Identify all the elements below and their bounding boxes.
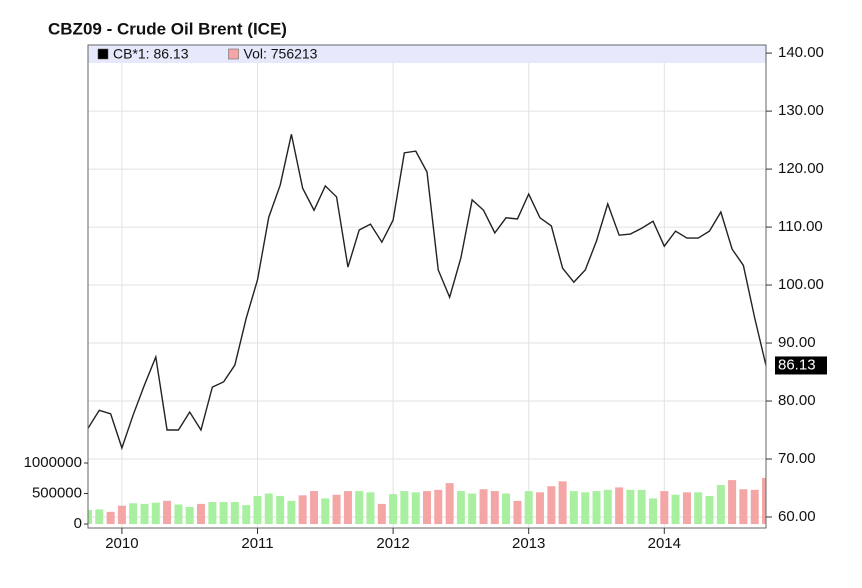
volume-bar	[174, 504, 183, 525]
volume-bar	[626, 489, 635, 525]
volume-bar	[434, 489, 443, 525]
volume-bar	[366, 492, 375, 525]
volume-bar	[332, 494, 341, 525]
volume-bar	[400, 491, 409, 525]
axes: 60.00 70.00 80.00 90.00 100.00 110.00 120.00 13…	[24, 44, 827, 552]
volume-bar	[682, 492, 691, 525]
volume-bar	[603, 489, 612, 525]
volume-bar	[705, 495, 714, 525]
volume-bar	[592, 491, 601, 525]
volume-bar	[456, 491, 465, 525]
volume-bar	[581, 492, 590, 525]
volume-bar	[106, 511, 115, 525]
volume-bar	[569, 491, 578, 525]
volume-bar	[242, 505, 251, 525]
volume-bars	[88, 477, 766, 525]
volume-bar	[389, 494, 398, 525]
volume-bar	[287, 500, 296, 525]
volume-bar	[276, 495, 285, 525]
volume-bar	[343, 491, 352, 525]
x-tick-label: 2014	[648, 535, 681, 552]
volume-bar	[117, 505, 126, 525]
x-tick-label: 2013	[512, 535, 545, 552]
y-tick-label: 130.00	[778, 102, 824, 119]
last-price-label: 86.13	[778, 356, 816, 373]
volume-bar	[490, 491, 499, 525]
volume-bar	[129, 503, 138, 525]
x-tick-label: 2010	[105, 535, 138, 552]
volume-bar	[185, 506, 194, 525]
volume-bar	[88, 509, 92, 525]
y2-tick-label: 0	[74, 515, 82, 532]
x-tick-label: 2012	[376, 535, 409, 552]
price-line	[88, 134, 766, 451]
volume-bar	[377, 503, 386, 525]
y-tick-label: 110.00	[778, 218, 823, 235]
volume-bar	[95, 509, 104, 525]
legend-band	[88, 45, 766, 63]
volume-bar	[151, 502, 160, 525]
volume-bar	[660, 491, 669, 525]
volume-bar	[716, 484, 725, 525]
volume-bar	[423, 491, 431, 525]
volume-bar	[140, 503, 149, 525]
volume-bar	[762, 477, 766, 525]
volume-bar	[502, 493, 511, 525]
volume-bar	[208, 502, 217, 525]
volume-bar	[615, 487, 624, 525]
volume-bar	[535, 492, 544, 525]
x-tick-label: 2011	[241, 535, 273, 552]
volume-bar	[196, 503, 205, 525]
y2-tick-label: 1000000	[24, 454, 82, 471]
price-line	[88, 134, 766, 451]
volume-bar	[321, 498, 330, 525]
legend-swatch	[228, 48, 239, 60]
volume-bar	[637, 489, 646, 525]
volume-bar	[230, 502, 239, 525]
y-tick-label: 120.00	[778, 160, 824, 177]
grid	[88, 45, 766, 528]
y-tick-label: 140.00	[778, 44, 824, 61]
legend-label: Vol: 756213	[244, 46, 318, 62]
y2-tick-label: 500000	[32, 484, 82, 501]
legend-swatch	[97, 48, 109, 60]
y-tick-label: 90.00	[778, 334, 816, 351]
volume-bar	[694, 492, 703, 525]
volume-bar	[513, 500, 522, 525]
volume-bar	[163, 500, 172, 525]
volume-bar	[264, 493, 273, 525]
volume-bar	[355, 491, 364, 525]
volume-bar	[253, 495, 262, 525]
volume-bar	[649, 498, 658, 525]
volume-bar	[468, 493, 477, 525]
volume-bar	[547, 486, 556, 525]
volume-bar	[671, 494, 680, 525]
volume-bar	[411, 492, 420, 525]
plot-frame	[87, 44, 767, 529]
volume-bar	[298, 495, 307, 525]
chart-title: CBZ09 - Crude Oil Brent (ICE)	[48, 19, 287, 38]
y-tick-label: 80.00	[778, 392, 816, 409]
last-price-box	[775, 356, 827, 375]
volume-bar	[310, 491, 319, 525]
volume-bar	[728, 480, 737, 525]
volume-bar	[739, 489, 748, 525]
y-tick-label: 60.00	[778, 508, 816, 525]
y-tick-label: 70.00	[778, 450, 816, 467]
volume-bar	[445, 483, 454, 525]
volume-bar	[524, 491, 533, 525]
legend-label: CB*1: 86.13	[113, 46, 189, 62]
y-tick-label: 100.00	[778, 276, 824, 293]
volume-bar	[479, 489, 488, 525]
volume-bar	[219, 502, 228, 525]
volume-bar	[558, 481, 567, 525]
volume-bar	[750, 489, 759, 525]
